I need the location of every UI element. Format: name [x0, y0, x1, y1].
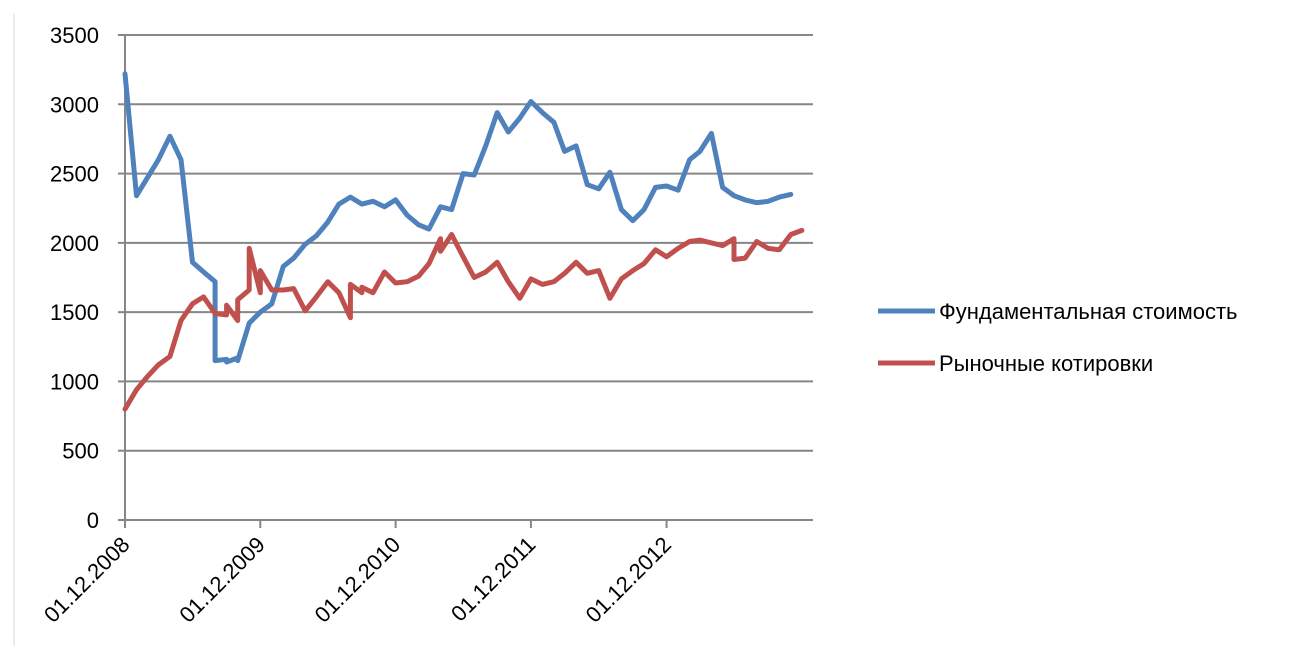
series-line-2: [122, 227, 805, 412]
y-tick-label-2000: 2000: [50, 231, 99, 256]
series-line-1: [122, 71, 794, 365]
y-tick-label-1000: 1000: [50, 369, 99, 394]
series-lines: [122, 71, 805, 412]
axes: [118, 34, 813, 528]
y-tick-label-2500: 2500: [50, 162, 99, 187]
x-tick-label-01.12.2008: 01.12.2008: [39, 532, 135, 628]
y-tick-label-0: 0: [87, 508, 99, 533]
legend: Фундаментальная стоимость Рыночные котиро…: [878, 299, 1237, 376]
y-tick-label-500: 500: [62, 439, 99, 464]
x-tick-label-01.12.2009: 01.12.2009: [174, 532, 270, 628]
legend-label-1: Фундаментальная стоимость: [939, 299, 1237, 324]
legend-label-2: Рыночные котировки: [939, 351, 1153, 376]
x-tick-label-01.12.2010: 01.12.2010: [310, 532, 406, 628]
x-tick-label-01.12.2011: 01.12.2011: [446, 532, 540, 626]
x-tick-label-01.12.2012: 01.12.2012: [581, 532, 677, 628]
y-axis-tick-labels: 0 500 1000 1500 2000 2500 3000 3500: [50, 23, 99, 533]
y-tick-label-1500: 1500: [50, 300, 99, 325]
y-tick-label-3000: 3000: [50, 92, 99, 117]
x-axis-tick-labels: 01.12.2008 01.12.2009 01.12.2010 01.12.2011…: [39, 532, 676, 628]
y-tick-label-3500: 3500: [50, 23, 99, 48]
